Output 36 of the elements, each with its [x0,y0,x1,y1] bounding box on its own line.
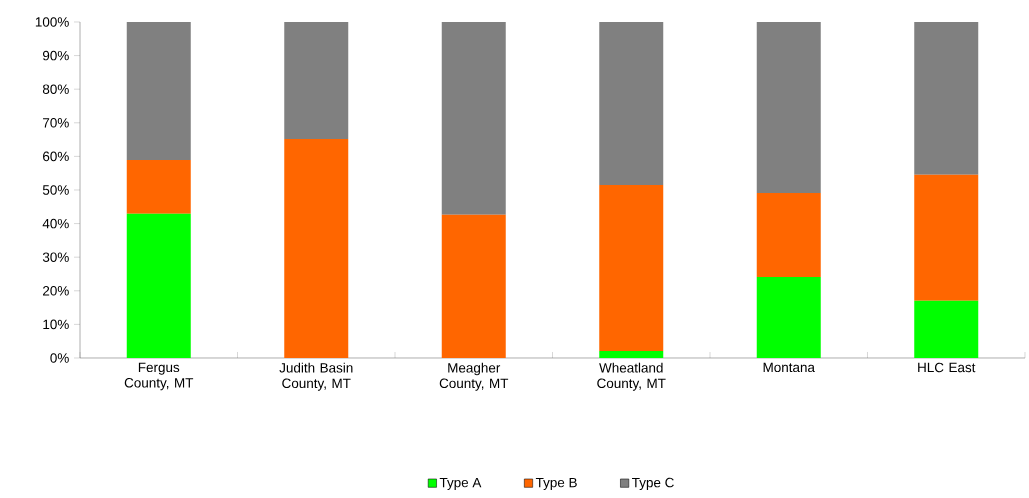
y-tick-label: 60% [43,151,69,162]
bar [126,21,191,161]
bar [284,138,349,358]
y-tick-label: 40% [42,218,69,229]
x-tick-label: Montana [763,362,815,373]
bar [914,300,979,358]
x-tick-label: Meagher County, MT [439,362,509,391]
y-tick-label: 20% [43,286,69,296]
bar [599,184,664,351]
legend-label: Type A [439,477,482,490]
x-tick-label: Judith Basin County, MT [279,362,353,391]
y-tick-label: 90% [42,50,69,61]
y-tick-label: 10% [43,319,69,330]
bar [756,21,821,194]
bar [284,21,349,139]
y-tick-label: 80% [42,84,69,94]
y-tick-label: 100% [35,17,69,27]
legend-label: Type C [632,477,674,491]
bar [914,174,979,301]
bar [126,213,191,358]
bar [756,193,821,278]
y-tick-label: 70% [43,118,69,128]
bar [441,21,506,215]
x-tick-label: HLC East [918,362,976,373]
bar [599,21,664,185]
x-tick-label: Fergus County, MT [124,362,194,391]
bar [914,21,979,175]
y-tick-label: 30% [42,252,69,262]
x-tick-label: Wheatland County, MT [597,362,666,391]
bar [756,277,821,358]
legend-label: Type B [535,477,577,490]
bar [441,214,506,358]
y-tick-label: 0% [50,353,69,363]
bar [599,350,664,358]
bar [126,160,191,214]
y-tick-label: 50% [42,185,69,195]
